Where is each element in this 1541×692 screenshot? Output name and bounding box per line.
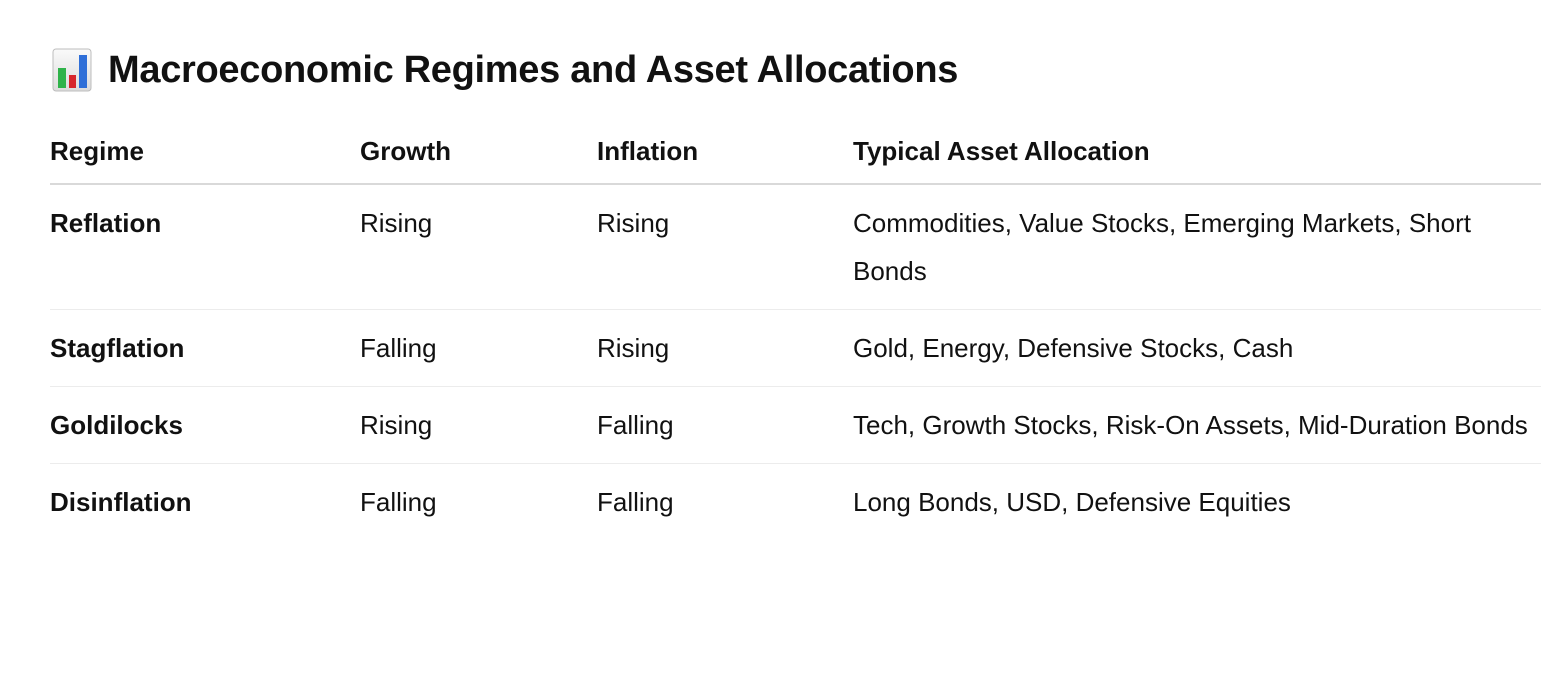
header-regime: Regime [50,120,360,185]
growth-cell: Falling [360,309,597,387]
table-row: Stagflation Falling Rising Gold, Energy,… [50,309,1541,387]
header-typical-asset-allocation: Typical Asset Allocation [853,120,1541,185]
regime-cell: Stagflation [50,309,360,387]
inflation-cell: Rising [597,184,853,310]
page-title: Macroeconomic Regimes and Asset Allocati… [108,48,959,91]
regime-cell: Reflation [50,184,360,310]
allocation-cell: Commodities, Value Stocks, Emerging Mark… [853,184,1541,310]
regime-cell: Goldilocks [50,386,360,464]
table-row: Disinflation Falling Falling Long Bonds,… [50,464,1541,541]
table-row: Goldilocks Rising Falling Tech, Growth S… [50,386,1541,464]
header-inflation: Inflation [597,120,853,185]
growth-cell: Falling [360,487,437,517]
inflation-cell: Falling [597,487,674,517]
regimes-table-container: Regime Growth Inflation Typical Asset Al… [50,120,1541,540]
allocation-cell: Gold, Energy, Defensive Stocks, Cash [853,309,1541,387]
header-growth: Growth [360,120,597,185]
regimes-table: Regime Growth Inflation Typical Asset Al… [50,120,1541,540]
allocation-cell: Tech, Growth Stocks, Risk-On Assets, Mid… [853,386,1541,464]
bar-chart-icon [52,48,92,92]
table-row: Reflation Rising Rising Commodities, Val… [50,184,1541,310]
growth-cell: Rising [360,184,597,310]
allocation-cell: Long Bonds, USD, Defensive Equities [853,487,1291,517]
title-row: Macroeconomic Regimes and Asset Allocati… [52,44,958,96]
table-header-row: Regime Growth Inflation Typical Asset Al… [50,120,1541,185]
inflation-cell: Falling [597,386,853,464]
growth-cell: Rising [360,386,597,464]
inflation-cell: Rising [597,309,853,387]
regime-cell: Disinflation [50,487,192,517]
